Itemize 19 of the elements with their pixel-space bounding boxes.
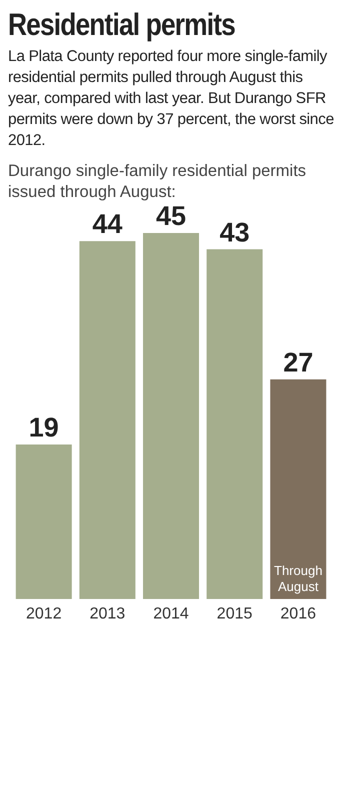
chart-subtitle: La Plata County reported four more single-family residential permits pulled through August this year, compared with last year. But Durango SFR permits were down by 37 percent, the worst since 2012. — [8, 47, 334, 151]
bar — [206, 249, 263, 599]
data-label: 19 — [28, 412, 59, 442]
data-label: 45 — [156, 201, 186, 231]
x-tick-label: 2014 — [153, 605, 189, 622]
x-tick-label: 2015 — [216, 605, 252, 622]
bar — [143, 233, 200, 599]
bar — [270, 379, 326, 599]
x-tick-label: 2013 — [90, 605, 126, 622]
chart-title: Residential permits — [8, 7, 236, 42]
data-label: 43 — [220, 217, 250, 248]
bar — [16, 444, 72, 599]
x-tick-label: 2012 — [26, 605, 62, 622]
data-label: 27 — [283, 347, 314, 378]
bar — [79, 241, 136, 599]
text: Durango single-family residential permits issued through August: — [8, 161, 308, 203]
data-label: 44 — [92, 209, 122, 240]
annotation: Through August — [274, 563, 322, 594]
x-tick-label: 2016 — [280, 605, 316, 622]
